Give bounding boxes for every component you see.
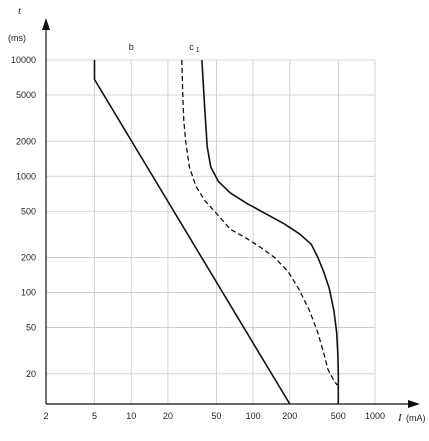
x-axis-symbol: I [397,412,403,424]
x-tick-5: 5 [92,411,97,421]
y-tick-100: 100 [21,288,36,298]
x-tick-2: 2 [43,411,48,421]
x-tick-1000: 1000 [365,411,385,421]
y-tick-10000: 10000 [11,55,36,65]
y-axis-arrow [42,18,50,30]
y-axis-symbol: t [18,5,22,17]
y-axis-unit: (ms) [8,33,26,43]
x-axis-unit: (mA) [406,413,426,423]
series-curves [93,59,340,405]
y-tick-labels: 20 50 100 200 500 1000 2000 5000 10000 [11,55,36,379]
x-tick-labels: 2 5 10 20 50 100 200 500 1000 [43,411,385,421]
x-tick-10: 10 [126,411,136,421]
x-tick-100: 100 [246,411,261,421]
y-tick-20: 20 [26,369,36,379]
x-tick-200: 200 [282,411,297,421]
curve-c1 [201,59,340,404]
x-tick-20: 20 [163,411,173,421]
x-tick-500: 500 [331,411,346,421]
axes [42,18,420,408]
x-tick-50: 50 [211,411,221,421]
curve-label-b: b [129,42,134,52]
axis-labels: t (ms) I (mA) [8,5,426,424]
grid [46,59,376,404]
y-tick-5000: 5000 [16,90,36,100]
curve-dashed [181,59,338,386]
y-tick-2000: 2000 [16,136,36,146]
y-tick-50: 50 [26,323,36,333]
y-tick-500: 500 [21,206,36,216]
y-tick-200: 200 [21,253,36,263]
curve-b [93,60,291,405]
x-axis-arrow [408,400,420,408]
y-tick-1000: 1000 [16,171,36,181]
